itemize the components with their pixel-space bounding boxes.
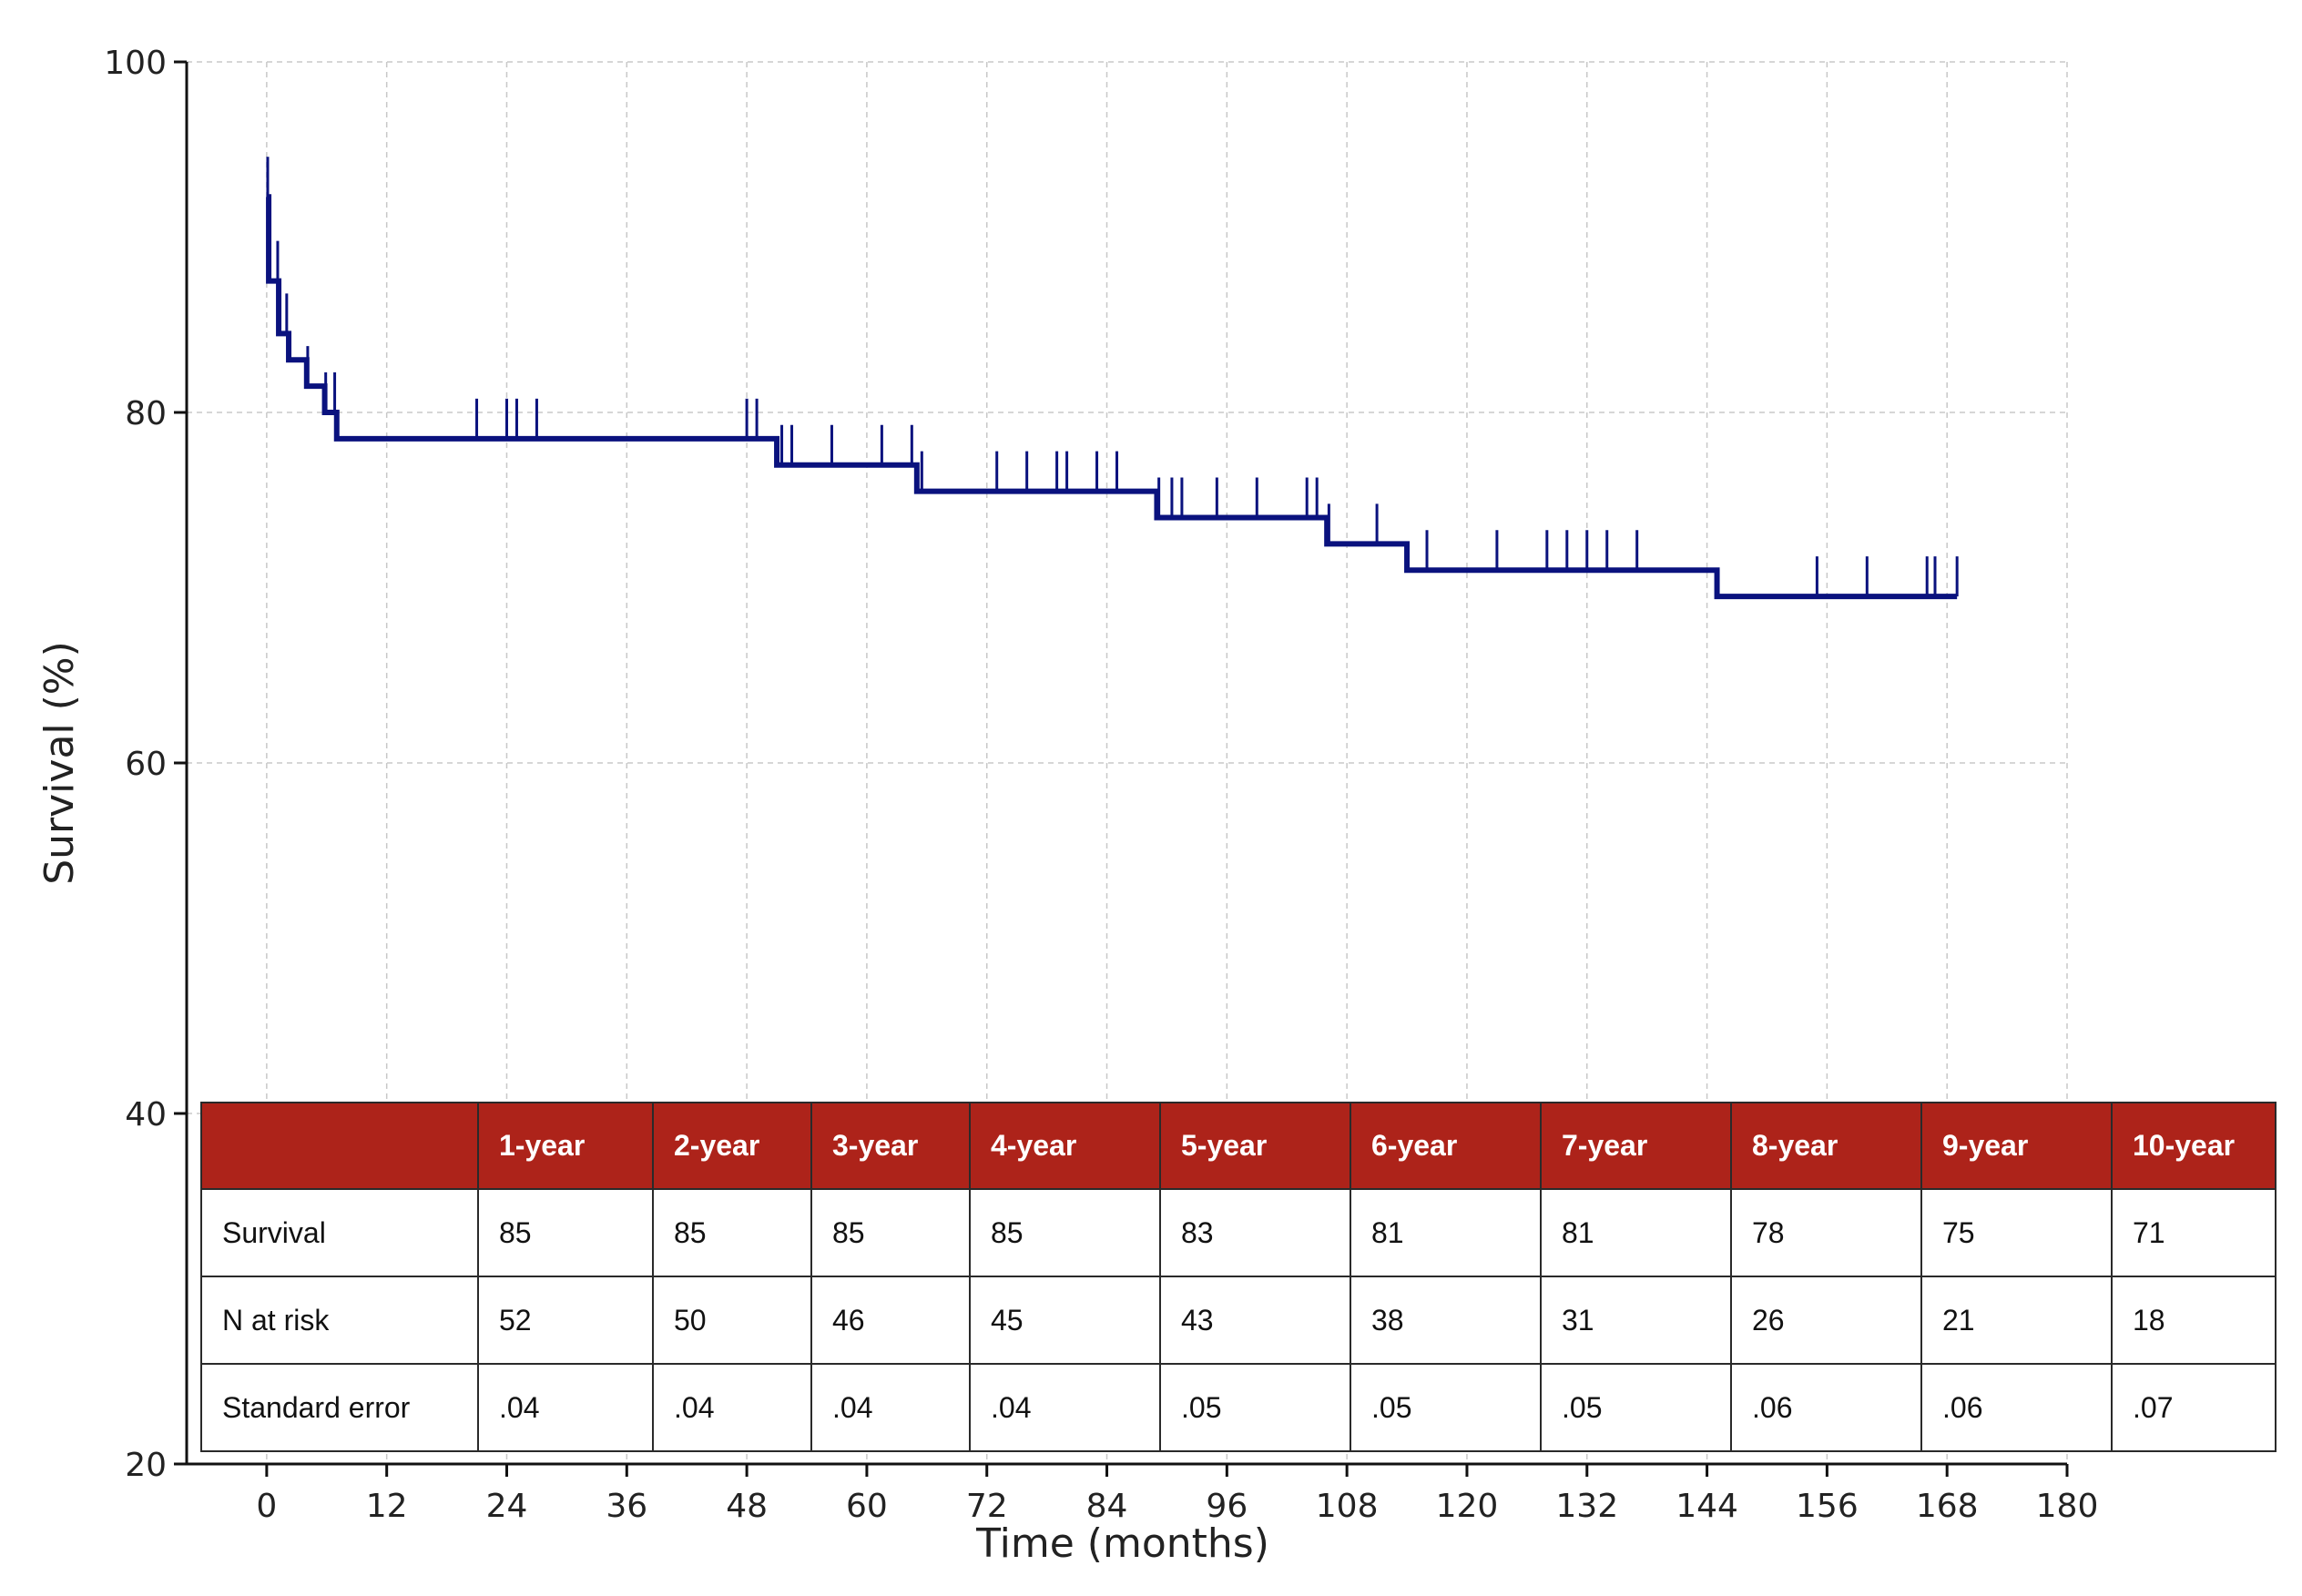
table-cell: 85 xyxy=(810,1188,971,1277)
x-tick-label: 96 xyxy=(1206,1488,1248,1525)
table-cell: 85 xyxy=(652,1188,812,1277)
x-tick-label: 168 xyxy=(1916,1488,1979,1525)
table-header-cell-corner xyxy=(200,1102,479,1190)
table-cell: .04 xyxy=(810,1363,971,1452)
table-cell: 78 xyxy=(1730,1188,1922,1277)
x-tick-label: 36 xyxy=(606,1488,647,1525)
table-row-label: N at risk xyxy=(200,1276,479,1365)
x-tick-label: 48 xyxy=(726,1488,768,1525)
table-cell: 81 xyxy=(1540,1188,1732,1277)
table-cell: 85 xyxy=(969,1188,1161,1277)
table-cell: 52 xyxy=(477,1276,654,1365)
table-cell: 81 xyxy=(1350,1188,1542,1277)
table-cell: .07 xyxy=(2111,1363,2277,1452)
table-row-label: Standard error xyxy=(200,1363,479,1452)
table-header-cell: 3-year xyxy=(810,1102,971,1190)
table-cell: 83 xyxy=(1159,1188,1351,1277)
table-cell: 46 xyxy=(810,1276,971,1365)
table-header-cell: 6-year xyxy=(1350,1102,1542,1190)
table-cell: 85 xyxy=(477,1188,654,1277)
x-tick-label: 132 xyxy=(1555,1488,1618,1525)
table-cell: 21 xyxy=(1920,1276,2113,1365)
y-tick-label: 20 xyxy=(125,1447,167,1484)
table-cell: 75 xyxy=(1920,1188,2113,1277)
x-tick-label: 108 xyxy=(1316,1488,1379,1525)
table-header-cell: 1-year xyxy=(477,1102,654,1190)
table-header-row: 1-year 2-year 3-year 4-year 5-year 6-yea… xyxy=(200,1102,2277,1190)
x-tick-label: 156 xyxy=(1796,1488,1859,1525)
table-cell: 71 xyxy=(2111,1188,2277,1277)
table-header-cell: 2-year xyxy=(652,1102,812,1190)
table-row-standard-error: Standard error .04 .04 .04 .04 .05 .05 .… xyxy=(200,1363,2277,1452)
table-cell: .04 xyxy=(477,1363,654,1452)
survival-summary-table: 1-year 2-year 3-year 4-year 5-year 6-yea… xyxy=(200,1102,2277,1452)
table-cell: 26 xyxy=(1730,1276,1922,1365)
table-header-cell: 5-year xyxy=(1159,1102,1351,1190)
table-header-cell: 8-year xyxy=(1730,1102,1922,1190)
table-cell: 38 xyxy=(1350,1276,1542,1365)
y-tick-label: 100 xyxy=(104,45,167,82)
x-tick-label: 120 xyxy=(1436,1488,1499,1525)
table-cell: 43 xyxy=(1159,1276,1351,1365)
table-header-cell: 7-year xyxy=(1540,1102,1732,1190)
table-cell: .05 xyxy=(1159,1363,1351,1452)
x-tick-label: 72 xyxy=(966,1488,1008,1525)
table-cell: .04 xyxy=(969,1363,1161,1452)
x-tick-label: 180 xyxy=(2036,1488,2099,1525)
table-cell: .06 xyxy=(1730,1363,1922,1452)
y-axis-title: Survival (%) xyxy=(36,641,83,885)
survival-step-line xyxy=(266,194,1958,600)
x-axis-title: Time (months) xyxy=(975,1520,1269,1567)
y-tick-label: 60 xyxy=(125,746,167,783)
y-tick-label: 80 xyxy=(125,395,167,432)
table-cell: 18 xyxy=(2111,1276,2277,1365)
y-tick-label: 40 xyxy=(125,1096,167,1133)
table-row-label: Survival xyxy=(200,1188,479,1277)
x-tick-label: 144 xyxy=(1676,1488,1738,1525)
x-tick-label: 60 xyxy=(846,1488,888,1525)
table-row-survival: Survival 85 85 85 85 83 81 81 78 75 71 xyxy=(200,1188,2277,1277)
table-row-n-at-risk: N at risk 52 50 46 45 43 38 31 26 21 18 xyxy=(200,1276,2277,1365)
table-cell: .05 xyxy=(1540,1363,1732,1452)
axes-layer: 0 12 24 36 48 60 72 84 96 108 120 132 144 156 168 180 20… xyxy=(104,45,2098,1525)
table-cell: .04 xyxy=(652,1363,812,1452)
table-header-cell: 9-year xyxy=(1920,1102,2113,1190)
table-cell: 31 xyxy=(1540,1276,1732,1365)
x-tick-label: 12 xyxy=(366,1488,408,1525)
series-layer xyxy=(266,157,1959,600)
table-header-cell: 10-year xyxy=(2111,1102,2277,1190)
table-header-cell: 4-year xyxy=(969,1102,1161,1190)
table-cell: 50 xyxy=(652,1276,812,1365)
table-cell: 45 xyxy=(969,1276,1161,1365)
x-tick-label: 24 xyxy=(486,1488,528,1525)
table-cell: .05 xyxy=(1350,1363,1542,1452)
x-tick-label: 84 xyxy=(1086,1488,1128,1525)
table-cell: .06 xyxy=(1920,1363,2113,1452)
x-tick-label: 0 xyxy=(256,1488,277,1525)
